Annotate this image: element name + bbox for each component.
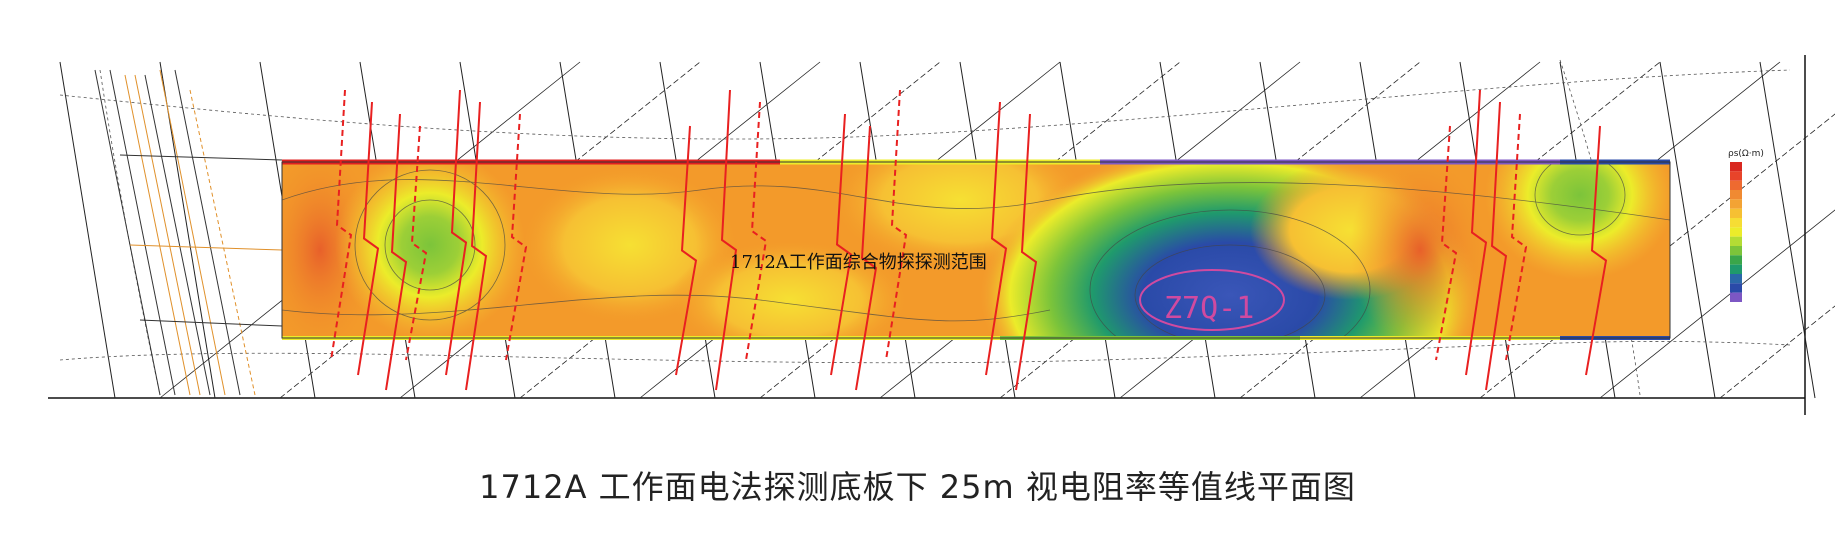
- legend-swatch: [1730, 264, 1742, 274]
- legend-swatch: [1730, 208, 1742, 218]
- fault-line: [1465, 89, 1488, 376]
- legend-swatch: [1730, 162, 1742, 172]
- fault-line: [675, 125, 698, 376]
- fault-line: [885, 89, 908, 361]
- fault-line: [330, 89, 353, 361]
- fault-line: [745, 101, 768, 361]
- fault-line: [465, 101, 488, 391]
- survey-area-label: 1712A工作面综合物探探测范围: [730, 252, 987, 273]
- fault-lines: [330, 89, 1608, 391]
- legend-swatch: [1730, 292, 1742, 302]
- fault-line: [405, 125, 428, 361]
- outside-contour-lines: [59, 59, 1791, 396]
- legend-swatch: [1730, 246, 1742, 256]
- fault-line: [855, 125, 878, 391]
- legend-swatch: [1730, 236, 1742, 246]
- fault-line: [505, 113, 528, 361]
- fault-line: [830, 113, 853, 376]
- anomaly-label: Z7Q-1: [1164, 291, 1254, 326]
- map-frame: [48, 55, 1806, 415]
- fault-line: [357, 101, 380, 376]
- fault-line: [715, 89, 738, 391]
- legend-swatch: [1730, 218, 1742, 228]
- anomaly-boundary: [1139, 269, 1285, 331]
- fault-line: [1485, 101, 1508, 391]
- fault-line: [1015, 113, 1038, 391]
- fault-line: [1585, 125, 1608, 376]
- fault-line: [385, 113, 408, 391]
- fault-line: [445, 89, 468, 376]
- fault-line: [1505, 113, 1528, 361]
- fault-line: [985, 101, 1008, 376]
- legend-swatch: [1730, 180, 1742, 190]
- legend-swatch: [1730, 283, 1742, 293]
- survey-area-border: [281, 159, 1671, 340]
- legend-swatch: [1730, 190, 1742, 200]
- legend-swatch: [1730, 274, 1742, 284]
- legend-swatch: [1730, 255, 1742, 265]
- roadway-drawing-left: [94, 69, 283, 396]
- legend-title: ρs(Ω·m): [1728, 149, 1764, 159]
- fault-line: [1435, 125, 1458, 361]
- figure-caption: 1712A 工作面电法探测底板下 25m 视电阻率等值线平面图: [479, 468, 1356, 506]
- color-legend: ρs(Ω·m): [1728, 149, 1764, 302]
- legend-swatch: [1730, 227, 1742, 237]
- legend-swatch: [1730, 199, 1742, 209]
- legend-swatch: [1730, 171, 1742, 181]
